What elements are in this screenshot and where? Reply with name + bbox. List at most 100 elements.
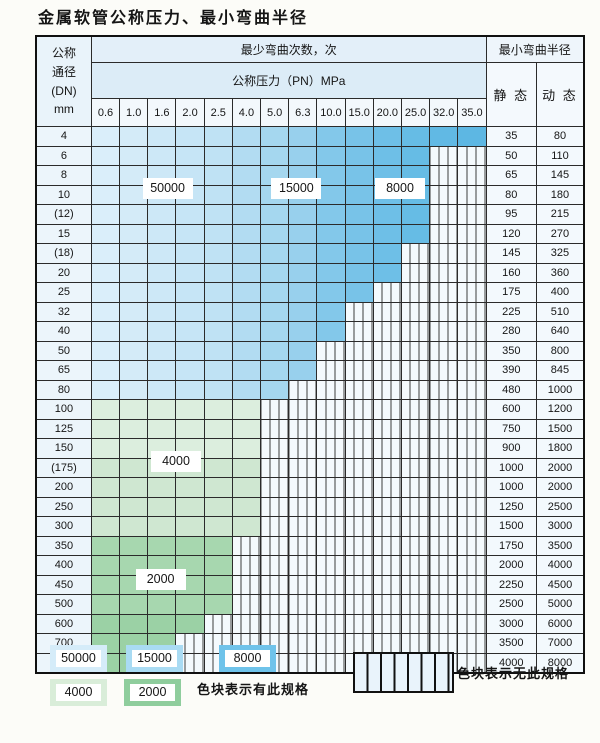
no-spec-cell: [344, 633, 374, 654]
spec-cell: [147, 535, 177, 556]
spec-cell: [119, 418, 149, 439]
spec-cell: [175, 301, 205, 322]
spec-cell: [203, 516, 233, 537]
no-spec-cell: [400, 457, 431, 478]
spec-cell: [372, 262, 402, 283]
spec-cell: [203, 145, 233, 166]
legend-swatch-label: 2000: [130, 684, 175, 701]
no-spec-cell: [344, 594, 374, 615]
spec-cell: [119, 379, 149, 400]
dn-cell: (175): [35, 457, 92, 478]
pn-value-cell: 10.0: [316, 98, 346, 127]
static-value-cell: 175: [485, 282, 537, 303]
spec-cell: [316, 243, 346, 264]
cycles-label: 4000: [151, 451, 201, 473]
no-spec-cell: [429, 613, 459, 634]
spec-cell: [147, 145, 177, 166]
dn-cell: 125: [35, 418, 92, 439]
no-spec-cell: [344, 418, 374, 439]
pn-value-cell: 2.5: [203, 98, 233, 127]
spec-cell: [203, 360, 233, 381]
no-spec-cell: [400, 418, 431, 439]
spec-cell: [260, 145, 290, 166]
no-spec-cell: [260, 496, 290, 517]
spec-cell: [90, 301, 121, 322]
spec-cell: [203, 282, 233, 303]
spec-cell: [288, 360, 318, 381]
spec-cell: [175, 477, 205, 498]
no-spec-cell: [316, 399, 346, 420]
no-spec-cell: [400, 399, 431, 420]
no-spec-cell: [260, 594, 290, 615]
no-spec-cell: [429, 516, 459, 537]
spec-cell: [90, 457, 121, 478]
no-spec-cell: [316, 379, 346, 400]
no-spec-cell: [260, 477, 290, 498]
spec-cell: [175, 340, 205, 361]
dn-cell: 400: [35, 555, 92, 576]
no-spec-cell: [372, 282, 402, 303]
legend-swatch: 50000: [50, 645, 107, 672]
no-spec-cell: [316, 516, 346, 537]
dynamic-value-cell: 180: [535, 184, 585, 205]
spec-cell: [203, 496, 233, 517]
spec-cell: [90, 145, 121, 166]
spec-cell: [231, 184, 262, 205]
no-spec-cell: [457, 223, 487, 244]
spec-cell: [147, 477, 177, 498]
no-spec-cell: [316, 340, 346, 361]
cycles-label: 8000: [375, 178, 425, 200]
spec-cell: [147, 360, 177, 381]
dynamic-value-cell: 8000: [535, 652, 585, 674]
spec-cell: [119, 613, 149, 634]
spec-cell: [119, 535, 149, 556]
dn-cell: 200: [35, 477, 92, 498]
table-row: (18) 145 325: [35, 243, 585, 264]
table-row: (175) 1000 2000: [35, 457, 585, 478]
table-row: 200 1000 2000: [35, 477, 585, 498]
no-spec-cell: [288, 535, 318, 556]
spec-cell: [175, 360, 205, 381]
no-spec-cell: [231, 594, 262, 615]
no-spec-cell: [288, 399, 318, 420]
spec-cell: [344, 165, 374, 186]
spec-cell: [175, 204, 205, 225]
no-spec-cell: [260, 418, 290, 439]
no-spec-cell: [400, 535, 431, 556]
table-row: 8 65 145: [35, 165, 585, 186]
spec-cell: [316, 204, 346, 225]
no-spec-cell: [231, 555, 262, 576]
no-spec-cell: [372, 360, 402, 381]
no-spec-cell: [457, 399, 487, 420]
no-spec-cell: [260, 516, 290, 537]
no-spec-cell: [288, 555, 318, 576]
spec-cell: [288, 126, 318, 147]
table-row: 400 2000 4000: [35, 555, 585, 576]
static-value-cell: 2000: [485, 555, 537, 576]
dn-cell: 150: [35, 438, 92, 459]
no-spec-cell: [457, 243, 487, 264]
no-spec-cell: [288, 613, 318, 634]
static-header-cell: 静 态: [485, 62, 537, 127]
dynamic-value-cell: 640: [535, 321, 585, 342]
no-spec-cell: [429, 301, 459, 322]
dn-cell: 500: [35, 594, 92, 615]
no-spec-cell: [429, 243, 459, 264]
spec-cell: [147, 496, 177, 517]
spec-cell: [260, 262, 290, 283]
spec-cell: [288, 321, 318, 342]
table-row: 250 1250 2500: [35, 496, 585, 517]
no-spec-cell: [400, 633, 431, 654]
spec-cell: [119, 457, 149, 478]
no-spec-cell: [457, 555, 487, 576]
spec-cell: [90, 204, 121, 225]
spec-cell: [147, 126, 177, 147]
dn-cell: 450: [35, 574, 92, 595]
spec-cell: [231, 360, 262, 381]
spec-cell: [175, 262, 205, 283]
spec-cell: [119, 243, 149, 264]
legend-swatch-label: 4000: [56, 684, 101, 701]
spec-cell: [231, 457, 262, 478]
dn-cell: (18): [35, 243, 92, 264]
table-row: 25 175 400: [35, 282, 585, 303]
